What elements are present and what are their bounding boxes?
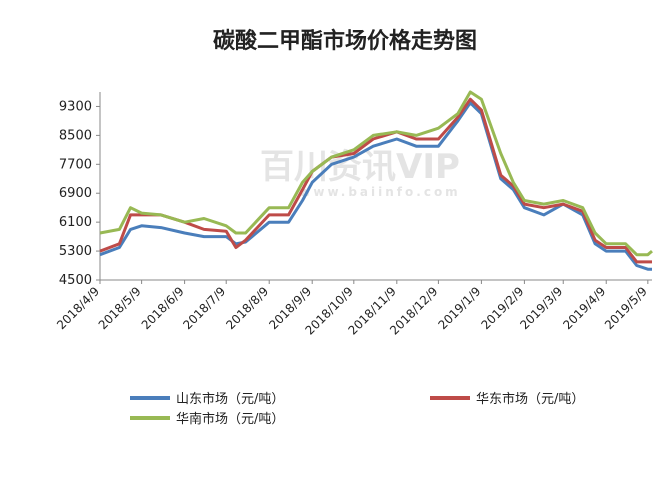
legend-label: 华东市场（元/吨） [476, 391, 584, 407]
y-tick-label: 7700 [59, 157, 92, 172]
x-tick-label: 2018/7/9 [180, 284, 228, 332]
chart-title: 碳酸二甲酯市场价格走势图 [213, 28, 477, 54]
x-tick-label: 2018/8/9 [223, 284, 271, 332]
x-tick-label: 2018/5/9 [96, 284, 144, 332]
y-tick-label: 5300 [59, 244, 92, 259]
y-tick-label: 4500 [59, 273, 92, 288]
x-tick-label: 2019/5/9 [602, 284, 650, 332]
y-tick-label: 9300 [59, 99, 92, 114]
x-tick-label: 2019/1/9 [436, 284, 484, 332]
watermark-url: www.baiinfo.com [299, 185, 460, 199]
x-tick-label: 2019/4/9 [560, 284, 608, 332]
x-tick-label: 2018/6/9 [139, 284, 187, 332]
series-line [99, 90, 653, 257]
y-tick-label: 8500 [59, 128, 92, 143]
legend-label: 华南市场（元/吨） [176, 411, 284, 427]
x-tick-label: 2019/3/9 [517, 284, 565, 332]
y-tick-label: 6900 [59, 186, 92, 201]
legend-label: 山东市场（元/吨） [176, 391, 284, 407]
y-tick-label: 6100 [59, 215, 92, 230]
x-tick-label: 2018/4/9 [54, 284, 102, 332]
